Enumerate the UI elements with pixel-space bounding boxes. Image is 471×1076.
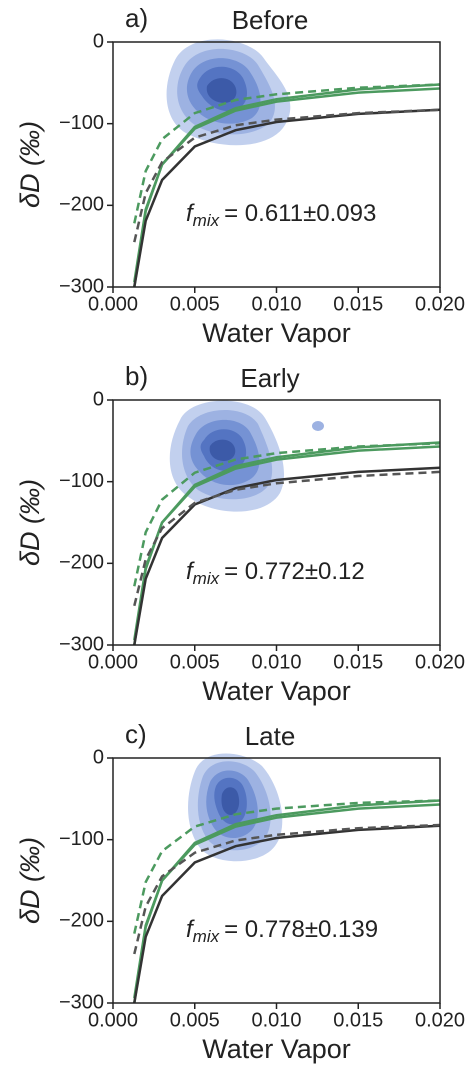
y-tick-label: 0 <box>93 746 104 768</box>
series-line <box>133 824 440 1003</box>
panel-label: b) <box>125 361 148 391</box>
x-tick-label: 0.015 <box>333 293 383 315</box>
y-tick-label: −200 <box>59 194 104 216</box>
x-tick-label: 0.010 <box>251 293 301 315</box>
series-line <box>133 799 440 1003</box>
x-tick-label: 0.000 <box>88 1009 138 1031</box>
x-tick-label: 0.000 <box>88 651 138 673</box>
series-line <box>133 87 440 283</box>
annotation-text: = 0.778±0.139 <box>224 916 378 943</box>
y-tick-label: −100 <box>59 470 104 492</box>
x-tick-label: 0.005 <box>170 1009 220 1031</box>
annotation-symbol: f <box>186 916 195 943</box>
annotation: fmix = 0.772±0.12 <box>186 558 365 588</box>
y-tick-label: −100 <box>59 828 104 850</box>
series-line <box>133 442 440 587</box>
y-tick-label: −200 <box>59 910 104 932</box>
y-tick-label: 0 <box>93 388 104 410</box>
annotation-symbol: f <box>186 200 195 227</box>
annotation-text: = 0.772±0.12 <box>224 558 365 585</box>
panel-label: a) <box>125 3 148 33</box>
x-tick-label: 0.020 <box>415 1009 465 1031</box>
x-tick-label: 0.015 <box>333 651 383 673</box>
panel: −300 −200 −100 0 0.000 0.005 0.010 0.015 0.020 a)… <box>15 3 465 348</box>
annotation-text: = 0.611±0.093 <box>224 200 376 227</box>
series-line <box>133 466 440 645</box>
x-tick-label: 0.005 <box>170 651 220 673</box>
x-axis-label: Water Vapor <box>202 318 351 348</box>
x-tick-label: 0.020 <box>415 293 465 315</box>
annotation-subscript: mix <box>193 211 220 230</box>
series-line <box>133 108 440 243</box>
y-tick-label: −300 <box>59 991 104 1013</box>
y-tick-label: −200 <box>59 552 104 574</box>
annotation-subscript: mix <box>193 927 220 946</box>
x-tick-label: 0.005 <box>170 293 220 315</box>
annotation: fmix = 0.778±0.139 <box>186 916 378 946</box>
y-tick-label: −300 <box>59 275 104 297</box>
series-line <box>133 445 440 641</box>
panel: −300 −200 −100 0 0.000 0.005 0.010 0.015 0.020 c)… <box>15 719 465 1064</box>
chart-title: Early <box>240 363 299 393</box>
y-axis-label: δD (‰) <box>15 121 45 208</box>
x-axis-label: Water Vapor <box>202 1034 351 1064</box>
x-tick-label: 0.000 <box>88 293 138 315</box>
x-axis-label: Water Vapor <box>202 676 351 706</box>
series-line <box>133 823 440 955</box>
y-tick-label: −100 <box>59 112 104 134</box>
series-line <box>133 799 440 934</box>
series-line <box>133 470 440 607</box>
series-line <box>133 83 440 224</box>
chart-title: Before <box>232 5 309 35</box>
y-tick-label: −300 <box>59 633 104 655</box>
density <box>166 39 291 146</box>
x-tick-label: 0.010 <box>251 651 301 673</box>
y-tick-label: 0 <box>93 30 104 52</box>
x-tick-label: 0.010 <box>251 1009 301 1031</box>
annotation: fmix = 0.611±0.093 <box>186 200 376 230</box>
y-axis-label: δD (‰) <box>15 837 45 924</box>
x-tick-label: 0.020 <box>415 651 465 673</box>
y-axis-label: δD (‰) <box>15 479 45 566</box>
annotation-subscript: mix <box>193 569 220 588</box>
panel-label: c) <box>125 719 147 749</box>
panel: −300 −200 −100 0 0.000 0.005 0.010 0.015 0.020 b)… <box>15 361 465 706</box>
annotation-symbol: f <box>186 558 195 585</box>
x-tick-label: 0.015 <box>333 1009 383 1031</box>
series-line <box>133 108 440 287</box>
series-line <box>133 803 440 999</box>
chart-title: Late <box>245 721 296 751</box>
